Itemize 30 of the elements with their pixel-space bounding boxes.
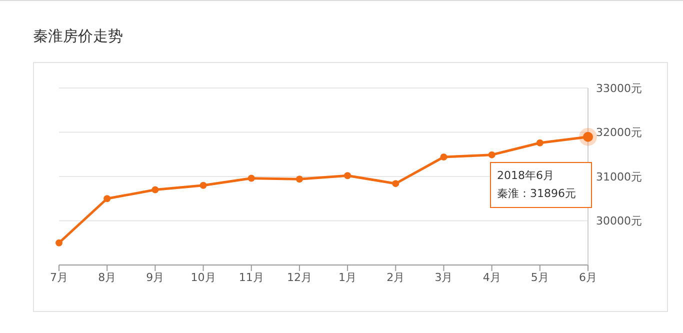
x-tick-label: 6月 <box>579 270 597 284</box>
point <box>440 154 448 161</box>
point <box>536 139 544 146</box>
point <box>200 182 207 189</box>
x-tick-label: 5月 <box>530 270 549 284</box>
point <box>488 151 496 158</box>
x-tick-label: 4月 <box>482 270 501 284</box>
y-tick-label: 33000元 <box>596 82 642 95</box>
y-tick-label: 32000元 <box>596 126 642 140</box>
x-tick-label: 12月 <box>286 270 312 284</box>
y-tick-label: 31000元 <box>596 170 642 184</box>
x-tick-label: 10月 <box>190 270 216 284</box>
x-tick-label: 11月 <box>238 270 264 284</box>
point <box>104 195 111 202</box>
annotation: 秦淮：31896元 <box>496 186 576 200</box>
point <box>296 176 303 183</box>
point <box>152 186 159 194</box>
x-tick-label: 8月 <box>98 270 116 284</box>
point <box>392 180 400 188</box>
x-tick-label: 2月 <box>386 270 405 284</box>
x-tick-label: 1月 <box>338 270 357 284</box>
point <box>56 239 62 246</box>
x-tick-label: 9月 <box>146 270 164 284</box>
annotation: 2018年6月 <box>496 168 554 182</box>
point <box>248 174 255 182</box>
y-tick-label: 30000元 <box>596 214 642 228</box>
x-tick-label: 7月 <box>50 270 68 284</box>
x-tick-label: 3月 <box>434 270 453 284</box>
chart-title: 秦淮房价走势 <box>33 27 123 46</box>
point <box>344 172 352 180</box>
